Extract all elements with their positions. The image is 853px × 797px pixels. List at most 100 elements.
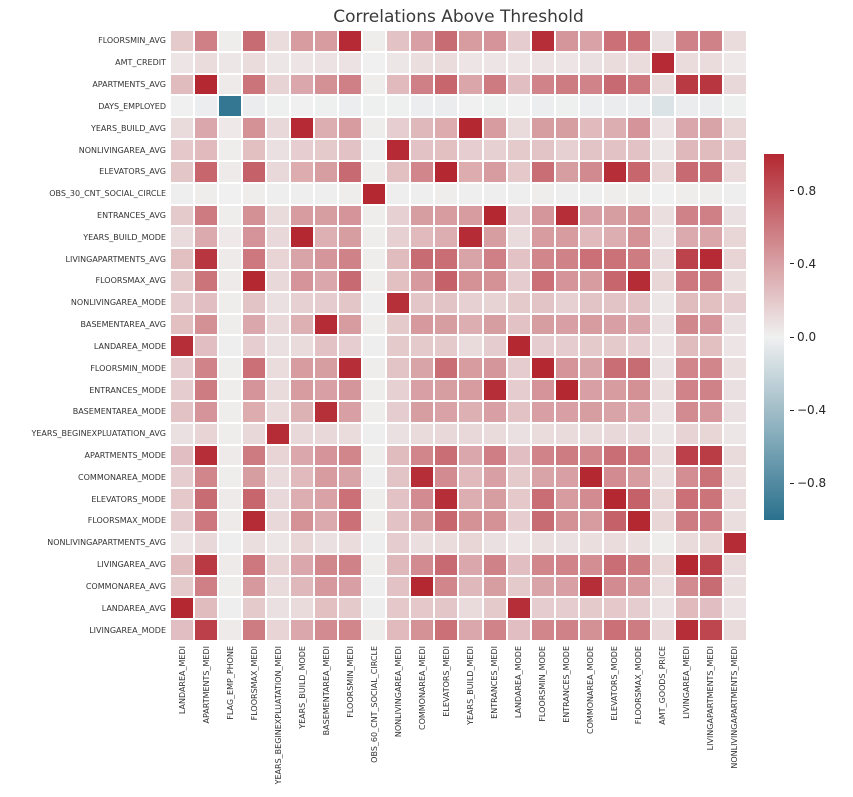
heatmap-cell <box>507 423 530 444</box>
heatmap-cell <box>651 467 674 488</box>
heatmap-cell <box>507 31 530 51</box>
heatmap-cell <box>651 74 674 95</box>
heatmap-cell <box>723 161 746 182</box>
heatmap-cell <box>723 380 746 400</box>
heatmap-cell <box>555 271 578 291</box>
heatmap-cell <box>195 336 218 357</box>
heatmap-cell <box>627 314 650 335</box>
heatmap-cell <box>243 358 266 379</box>
heatmap-cell <box>627 576 650 597</box>
heatmap-cell <box>339 52 362 73</box>
heatmap-cell <box>171 183 194 204</box>
heatmap-cell <box>723 249 746 270</box>
heatmap-cell <box>195 31 218 51</box>
heatmap-cell <box>603 554 626 575</box>
heatmap-cell <box>435 532 458 553</box>
heatmap-cell <box>459 532 482 553</box>
heatmap-cell <box>435 554 458 575</box>
heatmap-cell <box>579 96 602 117</box>
heatmap-cell <box>339 423 362 444</box>
heatmap-cell <box>675 358 698 379</box>
heatmap-cell <box>507 445 530 466</box>
heatmap-cell <box>171 140 194 160</box>
heatmap-cell <box>699 271 722 291</box>
heatmap-cell <box>603 96 626 117</box>
heatmap-cell <box>507 271 530 291</box>
heatmap-cell <box>219 467 242 488</box>
heatmap-cell <box>387 74 410 95</box>
heatmap-cell <box>363 380 386 400</box>
heatmap-cell <box>387 401 410 422</box>
heatmap-cell <box>483 52 506 73</box>
heatmap-cell <box>411 489 434 510</box>
heatmap-cell <box>459 423 482 444</box>
heatmap-cell <box>435 489 458 510</box>
heatmap-cell <box>243 292 266 313</box>
heatmap-cell <box>267 205 290 226</box>
heatmap-cell <box>699 31 722 51</box>
heatmap-cell <box>723 445 746 466</box>
heatmap-cell <box>171 467 194 488</box>
heatmap-cell <box>651 445 674 466</box>
heatmap-cell <box>483 598 506 619</box>
heatmap-cell <box>579 576 602 597</box>
heatmap-cell <box>603 52 626 73</box>
heatmap-cell <box>291 314 314 335</box>
y-tick-label: FLOORSMAX_MODE <box>87 516 166 526</box>
heatmap-cell <box>627 205 650 226</box>
heatmap-cell <box>699 576 722 597</box>
heatmap-cell <box>195 140 218 160</box>
heatmap-cell <box>507 52 530 73</box>
heatmap-cell <box>723 271 746 291</box>
heatmap-cell <box>459 467 482 488</box>
heatmap-cell <box>723 467 746 488</box>
heatmap-cell <box>483 380 506 400</box>
heatmap-cell <box>219 140 242 160</box>
heatmap-cell <box>699 423 722 444</box>
heatmap-cell <box>483 227 506 248</box>
heatmap-cell <box>171 511 194 531</box>
heatmap-cell <box>363 227 386 248</box>
heatmap-cell <box>483 554 506 575</box>
heatmap-cell <box>243 52 266 73</box>
heatmap-cell <box>675 227 698 248</box>
heatmap-cell <box>243 511 266 531</box>
heatmap-cell <box>315 140 338 160</box>
heatmap-cell <box>531 314 554 335</box>
heatmap-cell <box>411 314 434 335</box>
heatmap-cell <box>195 401 218 422</box>
heatmap-cell <box>219 336 242 357</box>
heatmap-cell <box>483 205 506 226</box>
heatmap-cell <box>363 74 386 95</box>
heatmap-cell <box>459 271 482 291</box>
heatmap-cell <box>723 336 746 357</box>
heatmap-cell <box>603 314 626 335</box>
heatmap-cell <box>267 336 290 357</box>
heatmap-cell <box>435 74 458 95</box>
heatmap-cell <box>411 358 434 379</box>
heatmap-cell <box>507 401 530 422</box>
heatmap-cell <box>651 249 674 270</box>
heatmap-cell <box>195 489 218 510</box>
heatmap-cell <box>411 445 434 466</box>
heatmap-cell <box>363 183 386 204</box>
heatmap-cell <box>411 380 434 400</box>
heatmap-cell <box>243 467 266 488</box>
heatmap-cell <box>507 336 530 357</box>
heatmap-cell <box>507 511 530 531</box>
heatmap-cell <box>243 380 266 400</box>
heatmap-cell <box>579 380 602 400</box>
heatmap-cell <box>219 489 242 510</box>
heatmap-cell <box>339 358 362 379</box>
heatmap-cell <box>699 52 722 73</box>
y-tick-label: BASEMENTAREA_MODE <box>72 407 166 417</box>
heatmap-cell <box>603 140 626 160</box>
heatmap-cell <box>267 401 290 422</box>
heatmap-cell <box>435 336 458 357</box>
heatmap-cell <box>627 620 650 640</box>
heatmap-cell <box>627 467 650 488</box>
heatmap-cell <box>699 183 722 204</box>
heatmap-cell <box>531 554 554 575</box>
heatmap-cell <box>219 183 242 204</box>
heatmap-cell <box>459 598 482 619</box>
